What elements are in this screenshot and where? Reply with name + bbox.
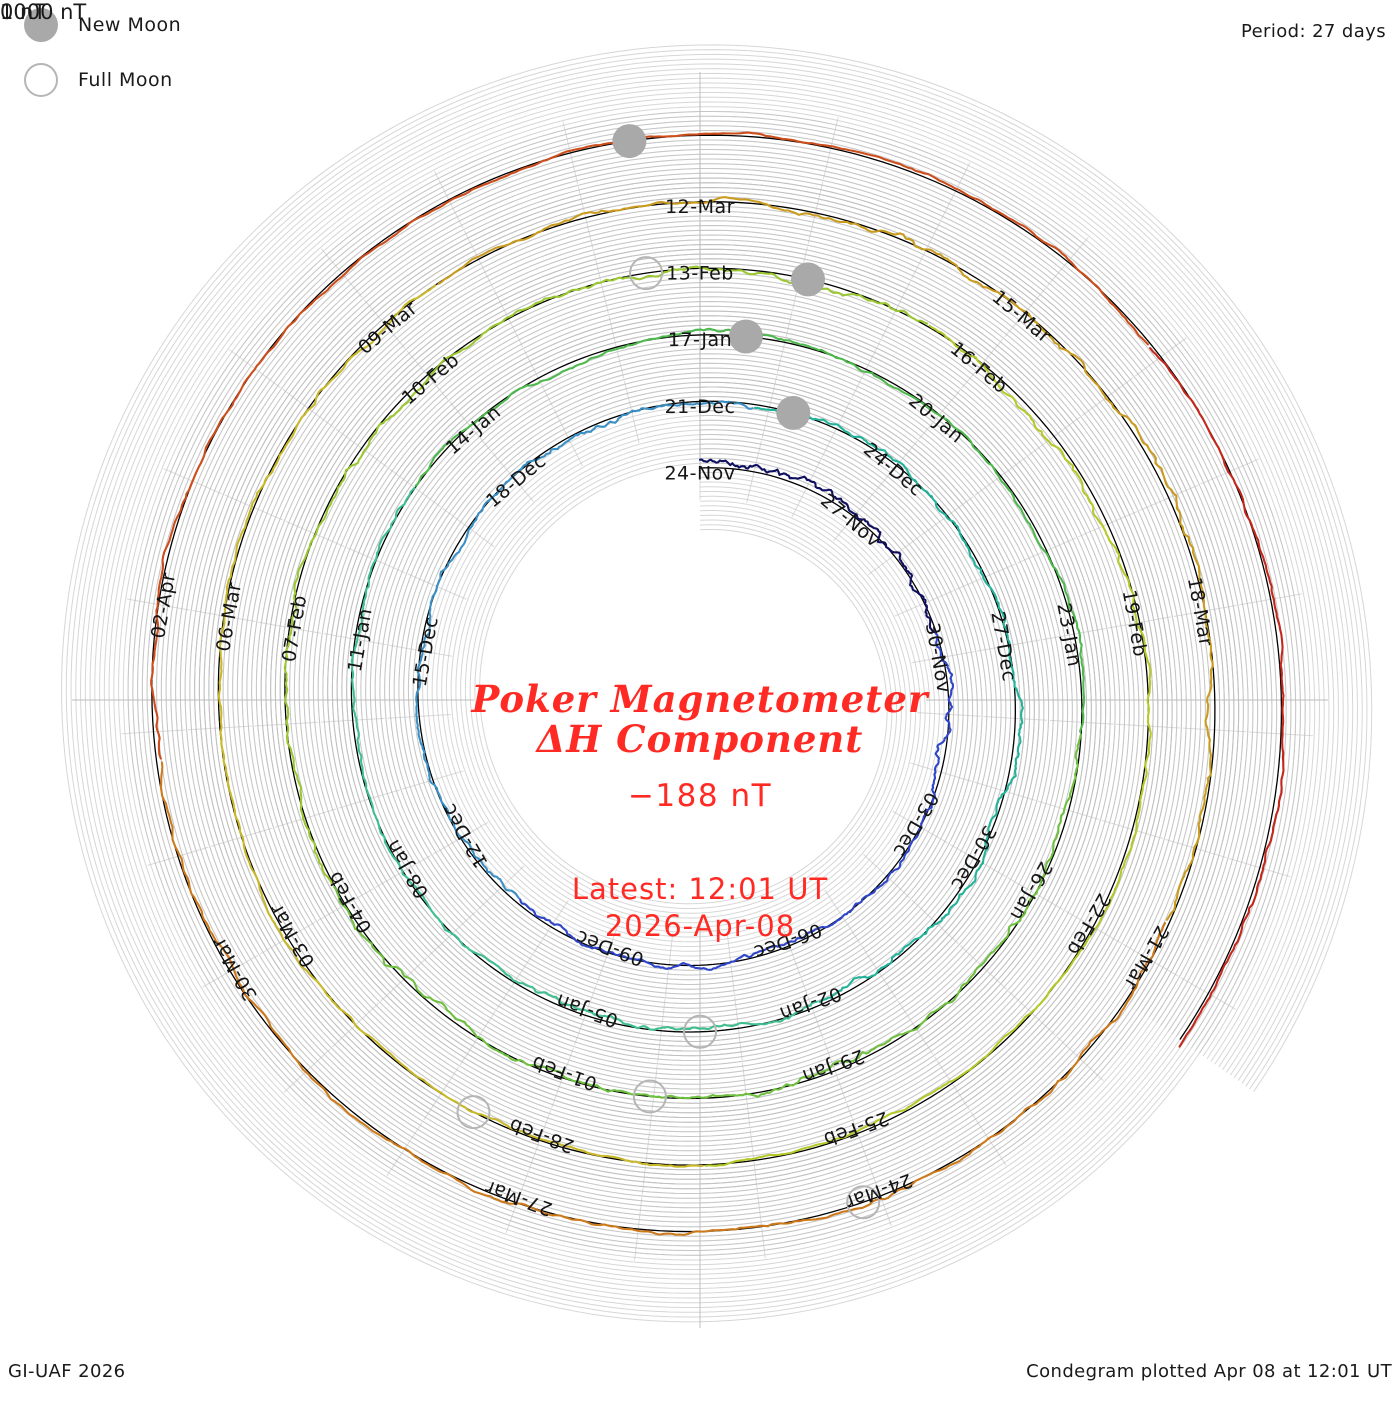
full-moon-icon [24, 63, 58, 97]
date-label: 27-Dec [986, 610, 1020, 684]
scalebar-bottom-label: 0 nT [0, 0, 47, 24]
svg-text:08-Jan: 08-Jan [382, 835, 433, 902]
date-label: 18-Dec [482, 450, 550, 512]
data-trace-layer [150, 131, 1285, 1236]
legend-item-full-moon: Full Moon [24, 63, 173, 97]
svg-text:23-Jan: 23-Jan [1052, 601, 1085, 668]
new-moon-icon [24, 8, 58, 42]
moon-marker-layer [456, 124, 881, 1220]
date-label: 19-Feb [1118, 588, 1151, 658]
svg-text:19-Feb: 19-Feb [1118, 588, 1151, 658]
full-moon-marker [846, 1185, 881, 1220]
svg-text:06-Mar: 06-Mar [212, 581, 246, 654]
radial-spoke-layer [72, 72, 1328, 1328]
svg-text:27-Dec: 27-Dec [986, 610, 1020, 684]
date-label: 02-Apr [147, 571, 180, 640]
svg-text:12-Mar: 12-Mar [665, 196, 735, 218]
date-label: 24-Nov [664, 462, 735, 484]
svg-text:02-Apr: 02-Apr [147, 571, 180, 640]
date-label: 06-Mar [212, 581, 246, 654]
date-label: 10-Feb [398, 349, 464, 409]
svg-text:21-Dec: 21-Dec [665, 396, 736, 418]
date-label: 12-Dec [438, 799, 492, 871]
date-label: 08-Jan [382, 835, 433, 902]
legend-label-new-moon: New Moon [78, 14, 182, 36]
date-label: 26-Jan [1005, 858, 1056, 925]
full-moon-marker [456, 1095, 491, 1130]
date-label: 30-Nov [921, 621, 955, 695]
legend-label-full-moon: Full Moon [78, 69, 173, 91]
svg-text:09-Mar: 09-Mar [354, 297, 422, 359]
credit-note: GI-UAF 2026 [8, 1361, 126, 1382]
date-label: 17-Jan [668, 329, 732, 351]
svg-text:10-Feb: 10-Feb [398, 349, 464, 409]
date-label: 13-Feb [666, 263, 734, 285]
scalebar-top-label: 1000 nT [0, 0, 87, 24]
new-moon-marker [728, 319, 763, 354]
date-label: 07-Feb [278, 593, 311, 663]
svg-text:12-Dec: 12-Dec [438, 799, 492, 871]
new-moon-marker [791, 262, 825, 297]
full-moon-marker [632, 1079, 667, 1114]
full-moon-marker [683, 1014, 717, 1049]
period-note: Period: 27 days [1240, 21, 1386, 42]
svg-text:15-Dec: 15-Dec [409, 615, 443, 689]
full-moon-marker [629, 256, 664, 291]
grid-layer [61, 44, 1373, 1323]
svg-text:13-Feb: 13-Feb [666, 263, 734, 285]
svg-text:17-Jan: 17-Jan [668, 329, 732, 351]
legend-item-new-moon: New Moon [24, 8, 181, 42]
new-moon-marker [612, 124, 647, 159]
svg-text:26-Jan: 26-Jan [1005, 858, 1056, 925]
svg-text:18-Dec: 18-Dec [482, 450, 550, 512]
date-label-layer: 24-Nov27-Nov30-Nov03-Dec06-Dec09-Dec12-D… [147, 196, 1217, 1220]
svg-text:30-Nov: 30-Nov [921, 621, 955, 695]
date-label: 21-Dec [665, 396, 736, 418]
date-label: 18-Mar [1183, 576, 1217, 649]
date-label: 15-Dec [409, 615, 443, 689]
baseline-layer [151, 134, 1283, 1233]
svg-text:07-Feb: 07-Feb [278, 593, 311, 663]
svg-text:18-Mar: 18-Mar [1183, 576, 1217, 649]
svg-text:24-Nov: 24-Nov [664, 462, 735, 484]
plot-timestamp-note: Condegram plotted Apr 08 at 12:01 UT [1026, 1361, 1392, 1382]
new-moon-marker [776, 395, 811, 430]
date-label: 09-Mar [354, 297, 422, 359]
date-label: 12-Mar [665, 196, 735, 218]
date-label: 23-Jan [1052, 601, 1085, 668]
